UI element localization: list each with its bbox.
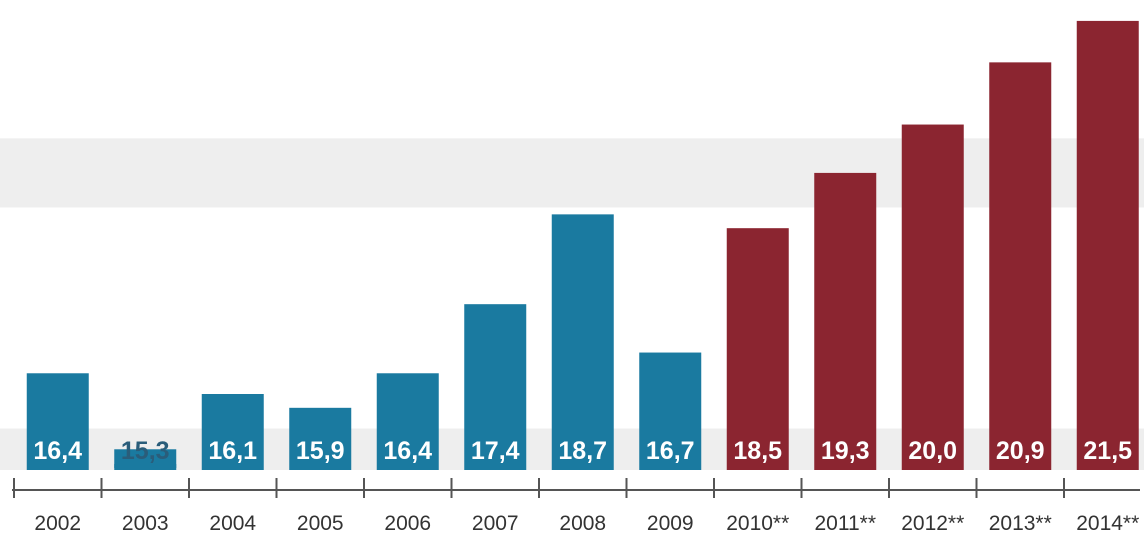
bar-2005 — [289, 407, 352, 470]
bar-2002 — [26, 373, 89, 470]
bar-2012 — [901, 124, 964, 470]
x-tick-label: 2013** — [989, 512, 1052, 535]
bar-2014 — [1076, 20, 1139, 471]
x-tick-label: 2014** — [1076, 512, 1139, 535]
x-tick-label: 2012** — [901, 512, 964, 535]
x-tick-label: 2004 — [209, 512, 256, 535]
x-tick-label: 2008 — [559, 512, 606, 535]
x-tick-label: 2009 — [647, 512, 694, 535]
value-label: 16,1 — [208, 437, 257, 465]
value-label: 15,3 — [121, 437, 170, 465]
bar-2013 — [989, 62, 1052, 470]
x-tick-label: 2010** — [726, 512, 789, 535]
bar-2004 — [201, 394, 264, 470]
x-tick-label: 2011** — [814, 512, 876, 535]
x-tick-label: 2007 — [472, 512, 519, 535]
bar-2010 — [726, 228, 789, 470]
x-tick-label: 2006 — [384, 512, 431, 535]
value-label: 16,4 — [33, 437, 82, 465]
bar-2009 — [639, 352, 702, 470]
bar-2007 — [464, 304, 527, 470]
bar-2011 — [814, 172, 877, 470]
x-tick-label: 2003 — [122, 512, 169, 535]
bar-2008 — [551, 214, 614, 470]
bars — [26, 20, 1139, 471]
value-label: 17,4 — [471, 437, 520, 465]
value-label: 19,3 — [821, 437, 870, 465]
x-tick-label: 2005 — [297, 512, 344, 535]
value-label: 20,9 — [996, 437, 1045, 465]
value-label: 18,5 — [733, 437, 782, 465]
value-label: 16,4 — [383, 437, 432, 465]
bar-underline — [114, 464, 177, 468]
value-label: 15,9 — [296, 437, 345, 465]
x-tick-labels: 2002 2003 2004 2005 2006 2007 2008 2009 2010** 20… — [34, 512, 1139, 535]
value-label: 21,5 — [1083, 437, 1132, 465]
value-labels: 16,4 15,3 16,1 15,9 16,4 17,4 18,7 16,7 18,5 19,3… — [33, 437, 1132, 468]
background-band — [0, 138, 1144, 208]
value-label: 16,7 — [646, 437, 695, 465]
bar-2006 — [376, 373, 439, 470]
x-tick-label: 2002 — [34, 512, 81, 535]
value-label: 20,0 — [908, 437, 957, 465]
value-label: 18,7 — [558, 437, 607, 465]
x-axis — [12, 478, 1140, 498]
